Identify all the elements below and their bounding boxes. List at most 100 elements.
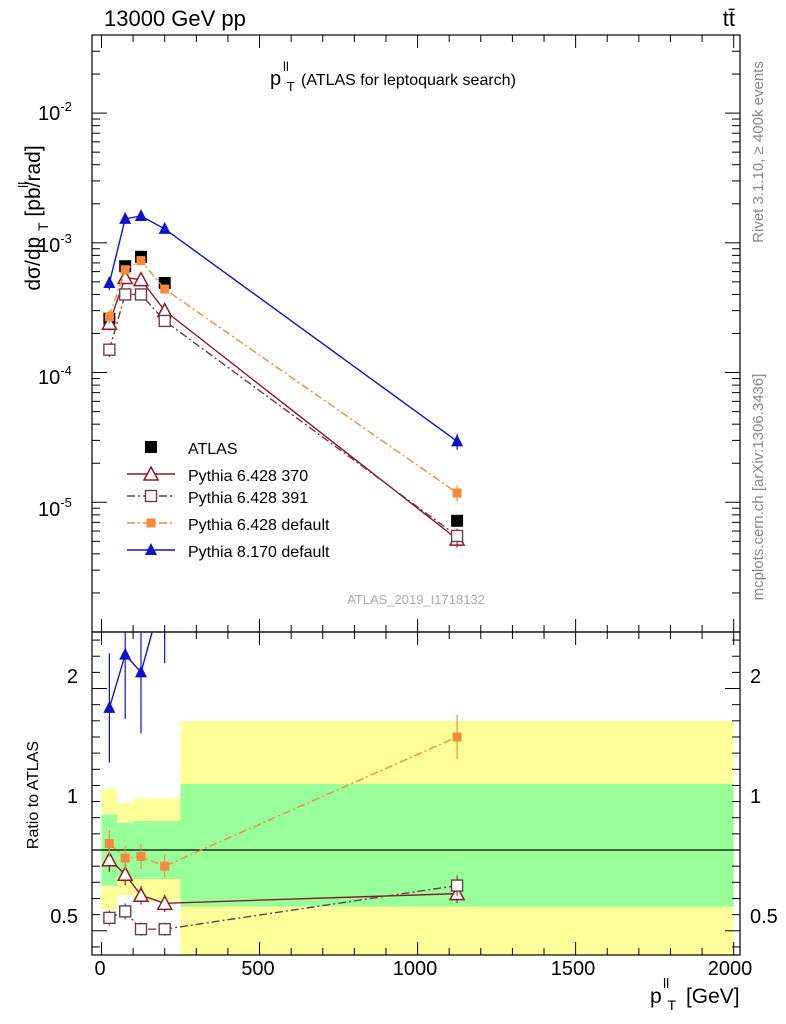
title-sub: T (287, 79, 295, 94)
legend-label-atlas: ATLAS (188, 441, 238, 458)
ratio-point (134, 922, 148, 936)
data-point (450, 529, 464, 543)
ratio-point (451, 342, 463, 354)
ylabel-unit: [pb/rad] (22, 145, 45, 216)
ylabel-main: dσ/dp (22, 237, 45, 291)
data-point (103, 276, 116, 289)
xlabel-main: p (650, 985, 662, 1008)
ratio-point (452, 732, 462, 742)
svg-text:dσ/dp T [pb/rad]: dσ/dp T [pb/rad] (22, 145, 53, 290)
main-y-tick-labels: 10-2 10-3 10-4 10-5 (38, 99, 72, 521)
ratio-point (104, 839, 114, 849)
svg-text:p T [GeV]: p T [GeV] (650, 985, 740, 1015)
ratio-point (119, 647, 132, 660)
data-point (132, 271, 150, 287)
data-point (452, 488, 462, 498)
data-point (104, 312, 114, 322)
ytick-1e-5: 10-5 (38, 495, 72, 521)
ratio-point (118, 905, 132, 918)
series-pythia-6-428-391 (103, 288, 464, 545)
main-plot-title: p T ll (ATLAS for leptoquark search) (270, 59, 516, 94)
xlabel-sub: T (668, 997, 677, 1013)
title-symbol: p (270, 68, 281, 90)
data-point (136, 256, 146, 266)
series-atlas (103, 250, 464, 527)
svg-text:p T: p T (270, 68, 295, 94)
legend-label-pdefault: Pythia 6.428 default (188, 517, 330, 534)
analysis-watermark: ATLAS_2019_I1718132 (347, 592, 485, 607)
ratio-point (103, 700, 116, 713)
data-point (118, 288, 132, 301)
header-right-label: tt̄ (723, 6, 735, 31)
legend-label-p8: Pythia 8.170 default (188, 544, 330, 561)
data-point (451, 514, 464, 527)
rivet-version-label: Rivet 3.1.10, ≥ 400k events (750, 61, 767, 243)
main-plot-frame (91, 34, 741, 633)
xtick-0: 0 (94, 958, 105, 980)
ratio-point (116, 865, 134, 881)
ratio-ytick-05-right: 0.5 (750, 906, 778, 928)
xtick-1500: 1500 (551, 958, 596, 980)
ratio-point (156, 894, 173, 911)
mcplots-reference-label: mcplots.cern.ch [arXiv:1306.3436] (750, 374, 767, 601)
ratio-point (101, 851, 118, 867)
ratio-ytick-2-left: 2 (67, 666, 78, 688)
series-line (108, 259, 458, 494)
main-series (101, 208, 466, 548)
ratio-point (132, 886, 150, 902)
series-pythia-8-170-default (103, 208, 464, 450)
legend-marker (145, 543, 157, 555)
data-point (160, 284, 170, 294)
xtick-1000: 1000 (393, 958, 438, 980)
legend-marker (145, 441, 157, 453)
main-y-axis-label: dσ/dp T [pb/rad] ll (15, 145, 53, 290)
ratio-ytick-2-right: 2 (750, 666, 761, 688)
legend-markers (127, 441, 175, 555)
ratio-point (160, 861, 170, 871)
ratio-point (134, 665, 147, 678)
ratio-series (101, 342, 466, 936)
ylabel-sup: ll (15, 182, 31, 188)
legend-marker (142, 465, 160, 481)
ylabel-sub: T (35, 222, 51, 231)
ratio-ytick-1-right: 1 (750, 786, 761, 808)
data-point (134, 208, 147, 221)
ratio-point (136, 851, 146, 861)
xlabel-unit: [GeV] (686, 985, 740, 1008)
ratio-point (158, 922, 171, 936)
ratio-plot-frame (91, 631, 741, 956)
data-point (119, 211, 132, 224)
ytick-1e-3: 10-3 (38, 231, 72, 257)
xtick-2000: 2000 (708, 958, 753, 980)
x-axis-label: p T [GeV] ll (650, 975, 740, 1015)
data-point (134, 288, 148, 301)
legend-label-p391: Pythia 6.428 391 (188, 490, 308, 507)
header-left-label: 13000 GeV pp (104, 6, 246, 31)
ratio-series-pythia-6-428-default (104, 715, 462, 878)
xlabel-sup: ll (663, 975, 669, 991)
title-sup: ll (283, 59, 289, 74)
ratio-ytick-05-left: 0.5 (50, 906, 78, 928)
title-rest: (ATLAS for leptoquark search) (301, 72, 516, 89)
chart-marks (91, 34, 741, 956)
ratio-series-pythia-8-170-default (103, 342, 463, 763)
legend-marker (144, 489, 158, 503)
data-point (451, 434, 464, 447)
ratio-point (450, 879, 464, 892)
data-point (120, 265, 130, 275)
xtick-500: 500 (241, 958, 274, 980)
ratio-bands (101, 720, 734, 955)
ratio-ytick-1-left: 1 (67, 786, 78, 808)
ytick-1e-2: 10-2 (38, 99, 72, 125)
data-point (158, 314, 171, 328)
legend-marker (146, 518, 156, 528)
series-line (108, 215, 458, 442)
ytick-1e-4: 10-4 (38, 363, 72, 389)
ratio-y-tick-labels: 2 1 0.5 2 1 0.5 (50, 666, 778, 928)
data-point (158, 221, 171, 234)
ratio-y-axis-label: Ratio to ATLAS (25, 741, 42, 849)
ratio-series-pythia-6-428-391 (103, 875, 464, 936)
legend: ATLAS Pythia 6.428 370 Pythia 6.428 391 … (188, 441, 330, 561)
ratio-point (103, 911, 116, 925)
